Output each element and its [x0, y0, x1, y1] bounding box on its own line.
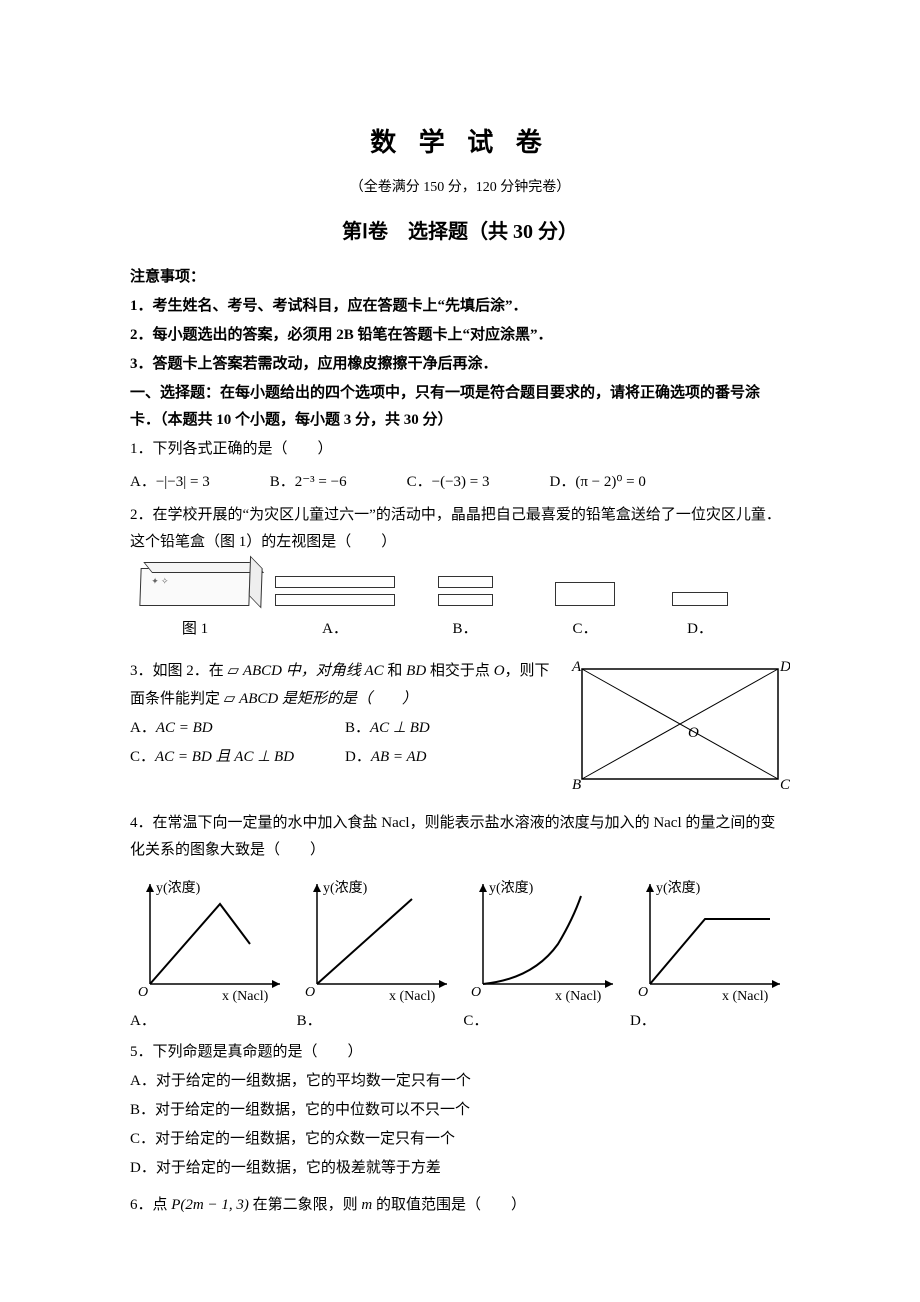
q6-stem: 6．点 P(2m − 1, 3) 在第二象限，则 m 的取值范围是（ ） — [130, 1192, 790, 1219]
svg-text:y(浓度): y(浓度) — [156, 880, 201, 896]
q5-opt-d: D．对于给定的一组数据，它的极差就等于方差 — [130, 1155, 790, 1182]
q2-opt-b-fig — [438, 576, 493, 606]
q2-opt-c-label: C． — [572, 616, 597, 643]
svg-text:x (Nacl): x (Nacl) — [222, 989, 269, 1004]
svg-text:y(浓度): y(浓度) — [323, 880, 368, 896]
q1-opt-c: C．−(−3) = 3 — [407, 469, 490, 496]
q1-opt-b: B．2⁻³ = −6 — [270, 469, 347, 496]
svg-text:x (Nacl): x (Nacl) — [389, 989, 436, 1004]
q5-opt-b: B．对于给定的一组数据，它的中位数可以不只一个 — [130, 1097, 790, 1124]
q5-opt-a: A．对于给定的一组数据，它的平均数一定只有一个 — [130, 1068, 790, 1095]
q4-opt-b-label: B． — [297, 1008, 457, 1035]
q4-opt-c-label: C． — [463, 1008, 623, 1035]
q5-opt-c: C．对于给定的一组数据，它的众数一定只有一个 — [130, 1126, 790, 1153]
q3-figure: A D B C O — [570, 657, 790, 802]
q3-options: A．AC = BD B．AC ⊥ BD C．AC = BD 且 AC ⊥ BD … — [130, 715, 550, 771]
q1-stem: 1．下列各式正确的是（ ） — [130, 436, 790, 463]
q4-stem: 4．在常温下向一定量的水中加入食盐 Nacl，则能表示盐水溶液的浓度与加入的 N… — [130, 810, 790, 864]
svg-text:O: O — [138, 985, 148, 1000]
q2-opt-b-label: B． — [452, 616, 477, 643]
q4-opt-d-label: D． — [630, 1008, 790, 1035]
q2-opt-d-label: D． — [687, 616, 713, 643]
q2-opt-d-fig — [672, 592, 728, 606]
q3-stem: 3．如图 2．在 ▱ ABCD 中，对角线 AC 和 BD 相交于点 O，则下面… — [130, 657, 550, 713]
q2-opt-a-fig — [275, 576, 395, 606]
q1-opt-a: A．−|−3| = 3 — [130, 469, 210, 496]
instructions: 一、选择题：在每小题给出的四个选项中，只有一项是符合题目要求的，请将正确选项的番… — [130, 380, 790, 434]
notice-item: 1．考生姓名、考号、考试科目，应在答题卡上“先填后涂”． — [130, 293, 790, 320]
q3-label-A: A — [571, 659, 582, 675]
q3-opt-d: D．AB = AD — [345, 744, 550, 771]
section-heading: 第Ⅰ卷 选择题（共 30 分） — [130, 214, 790, 250]
q4-labels: A． B． C． D． — [130, 1008, 790, 1035]
q1-options: A．−|−3| = 3 B．2⁻³ = −6 C．−(−3) = 3 D．(π … — [130, 469, 790, 496]
svg-text:O: O — [471, 985, 481, 1000]
q1-opt-d: D．(π − 2)⁰ = 0 — [549, 469, 645, 496]
q4-fig-a: O y(浓度) x (Nacl) — [130, 874, 290, 1004]
q2-opt-c-fig — [555, 582, 615, 606]
page-title: 数 学 试 卷 — [130, 120, 790, 167]
svg-text:O: O — [638, 985, 648, 1000]
q4-fig-b: O y(浓度) x (Nacl) — [297, 874, 457, 1004]
notice-heading: 注意事项： — [130, 264, 790, 291]
q2-stem: 2．在学校开展的“为灾区儿童过六一”的活动中，晶晶把自己最喜爱的铅笔盒送给了一位… — [130, 502, 790, 556]
notice-item: 2．每小题选出的答案，必须用 2B 铅笔在答题卡上“对应涂黑”． — [130, 322, 790, 349]
q3-opt-b: B．AC ⊥ BD — [345, 715, 550, 742]
svg-text:x (Nacl): x (Nacl) — [555, 989, 602, 1004]
svg-text:O: O — [305, 985, 315, 1000]
svg-text:x (Nacl): x (Nacl) — [722, 989, 769, 1004]
notice-item: 3．答题卡上答案若需改动，应用橡皮擦擦干净后再涂． — [130, 351, 790, 378]
q4-fig-d: O y(浓度) x (Nacl) — [630, 874, 790, 1004]
q4-opt-a-label: A． — [130, 1008, 290, 1035]
page-subtitle: （全卷满分 150 分，120 分钟完卷） — [130, 175, 790, 200]
svg-text:y(浓度): y(浓度) — [489, 880, 534, 896]
q5-stem: 5．下列命题是真命题的是（ ） — [130, 1039, 790, 1066]
svg-text:y(浓度): y(浓度) — [656, 880, 701, 896]
q3-opt-a: A．AC = BD — [130, 715, 335, 742]
q2-figures: ✦ ✧ 图 1 A． B． C． D． — [130, 568, 790, 643]
q3-label-B: B — [572, 777, 581, 792]
q3-label-C: C — [780, 777, 790, 792]
q3-block: 3．如图 2．在 ▱ ABCD 中，对角线 AC 和 BD 相交于点 O，则下面… — [130, 657, 790, 802]
q2-fig1-label: 图 1 — [182, 616, 208, 643]
q2-opt-a-label: A． — [322, 616, 348, 643]
q2-fig1-pencilbox: ✦ ✧ — [139, 568, 250, 606]
q4-fig-c: O y(浓度) x (Nacl) — [463, 874, 623, 1004]
q4-figures: O y(浓度) x (Nacl) O y(浓度) x (Nacl) O y(浓度… — [130, 874, 790, 1004]
q3-label-O: O — [688, 725, 699, 741]
q3-label-D: D — [779, 659, 790, 675]
q3-opt-c: C．AC = BD 且 AC ⊥ BD — [130, 744, 335, 771]
